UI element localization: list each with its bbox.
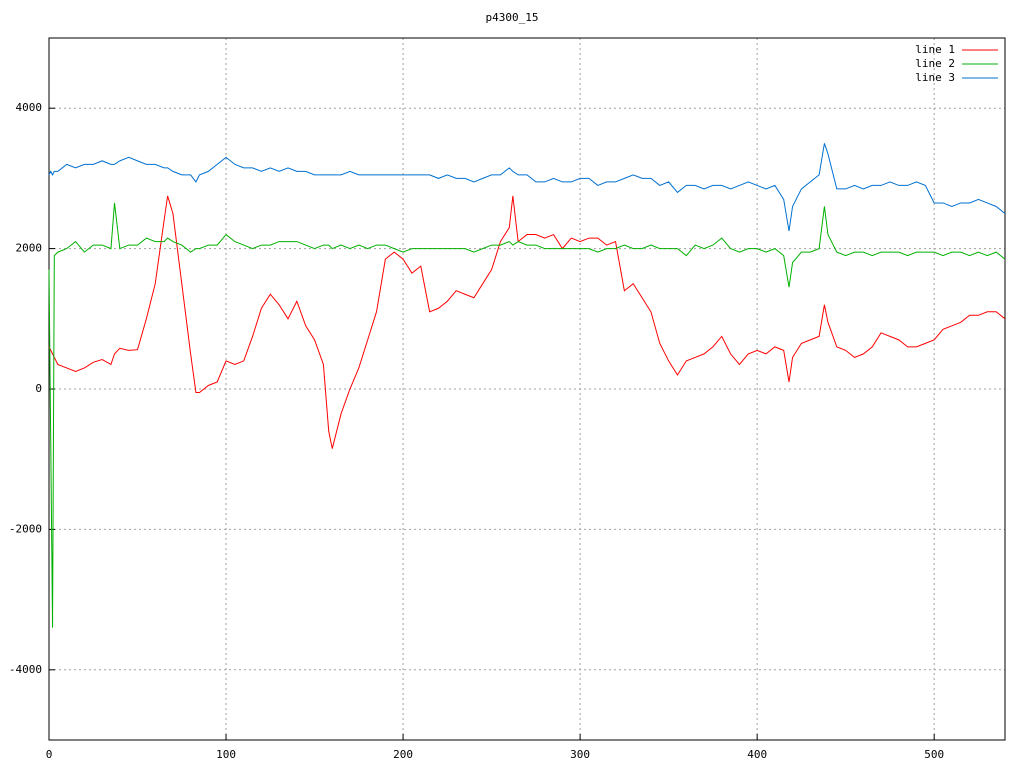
y-tick-label: 2000 <box>16 242 43 255</box>
legend-label: line 1 <box>915 43 955 56</box>
x-tick-label: 500 <box>924 748 944 761</box>
series-line <box>48 143 1006 232</box>
x-tick-label: 0 <box>46 748 53 761</box>
y-tick-label: 0 <box>35 382 42 395</box>
plot-frame <box>48 37 1006 741</box>
x-tick-label: 100 <box>216 748 236 761</box>
legend-label: line 3 <box>915 71 955 84</box>
x-tick-label: 200 <box>393 748 413 761</box>
y-tick-label: -2000 <box>9 522 42 535</box>
legend-label: line 2 <box>915 57 955 70</box>
y-tick-label: -4000 <box>9 663 42 676</box>
chart-title: p4300_15 <box>486 11 539 24</box>
y-tick-label: 4000 <box>16 101 43 114</box>
x-tick-label: 400 <box>747 748 767 761</box>
series-line <box>48 202 1006 628</box>
x-tick-label: 300 <box>570 748 590 761</box>
series-line <box>48 195 1006 449</box>
